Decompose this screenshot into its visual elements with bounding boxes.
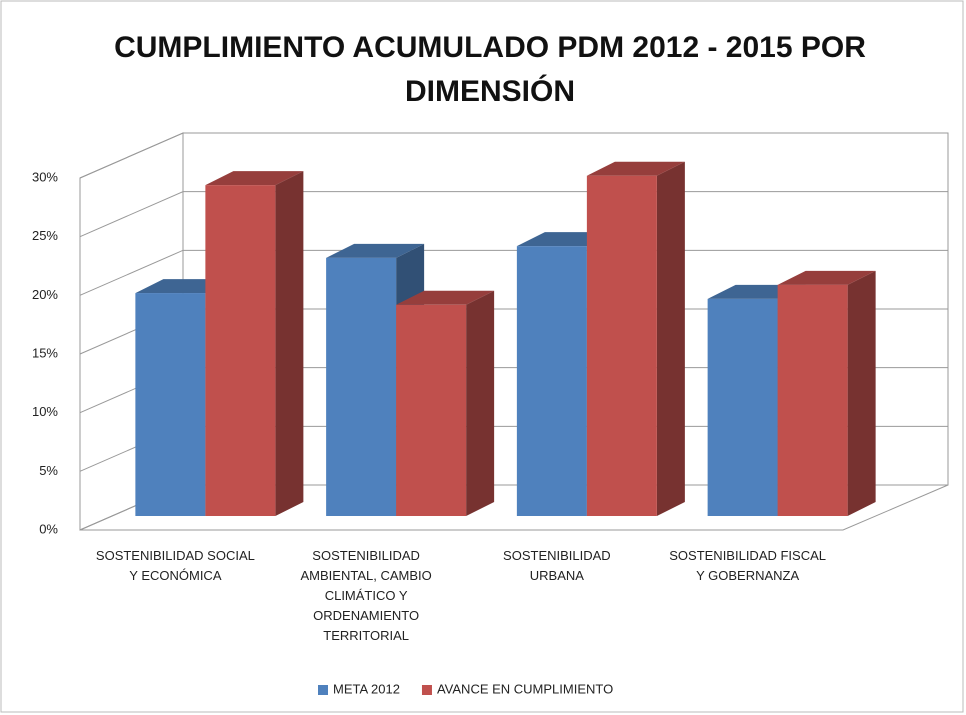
x-tick-label: SOSTENIBILIDAD URBANA [503, 548, 611, 583]
bar-side [847, 270, 876, 516]
bar [205, 171, 304, 516]
y-tick-label: 5% [39, 463, 58, 478]
bar-top [205, 171, 304, 186]
bar-front [135, 293, 206, 516]
bar-top [777, 270, 876, 285]
bar-side [466, 290, 495, 516]
legend-swatch [421, 685, 432, 695]
x-tick-label: SOSTENIBILIDAD FISCAL Y GOBERNANZA [669, 548, 826, 583]
bar-top [396, 290, 495, 305]
bar-front [205, 185, 276, 516]
y-tick-label: 25% [32, 228, 58, 243]
legend-swatch [318, 685, 328, 695]
y-tick-label: 20% [32, 287, 58, 302]
legend-label: META 2012 [333, 681, 400, 696]
legend-label: AVANCE EN CUMPLIMIENTO [437, 681, 613, 696]
grid-line [79, 191, 948, 238]
bar-top [586, 161, 685, 176]
bar [586, 161, 685, 516]
bar-front [586, 175, 657, 516]
bar-front [707, 298, 778, 516]
bar-side [275, 171, 304, 516]
y-tick-label: 0% [39, 521, 58, 536]
bar-top [326, 243, 425, 258]
grid-line [79, 249, 948, 296]
x-tick-label: SOSTENIBILIDAD AMBIENTAL, CAMBIO CLIMÁTI… [300, 548, 432, 643]
y-tick-label: 30% [32, 169, 58, 184]
x-tick-label: SOSTENIBILIDAD SOCIAL Y ECONÓMICA [95, 548, 255, 583]
grid-line [79, 132, 948, 179]
y-tick-label: 10% [32, 404, 58, 419]
bar [396, 290, 495, 516]
bar-front [516, 246, 587, 516]
bar [777, 270, 876, 516]
bar-front [326, 257, 397, 516]
chart-title: CUMPLIMIENTO ACUMULADO PDM 2012 - 2015 P… [114, 31, 866, 108]
bar-front [396, 304, 467, 516]
bar-front [777, 284, 848, 516]
bar-side [656, 161, 685, 516]
y-tick-label: 15% [32, 345, 58, 360]
